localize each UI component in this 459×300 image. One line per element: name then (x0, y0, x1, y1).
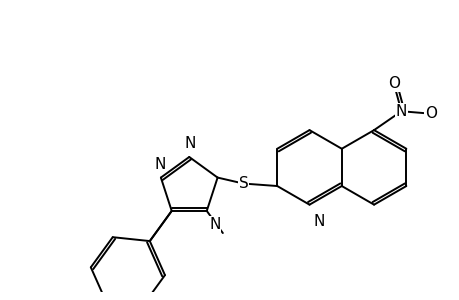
Text: N: N (209, 217, 220, 232)
Text: N: N (154, 157, 165, 172)
Text: O: O (424, 106, 436, 121)
Text: O: O (387, 76, 399, 92)
Text: S: S (238, 176, 248, 191)
Text: N: N (313, 214, 324, 229)
Text: N: N (184, 136, 196, 151)
Text: N: N (395, 104, 406, 119)
